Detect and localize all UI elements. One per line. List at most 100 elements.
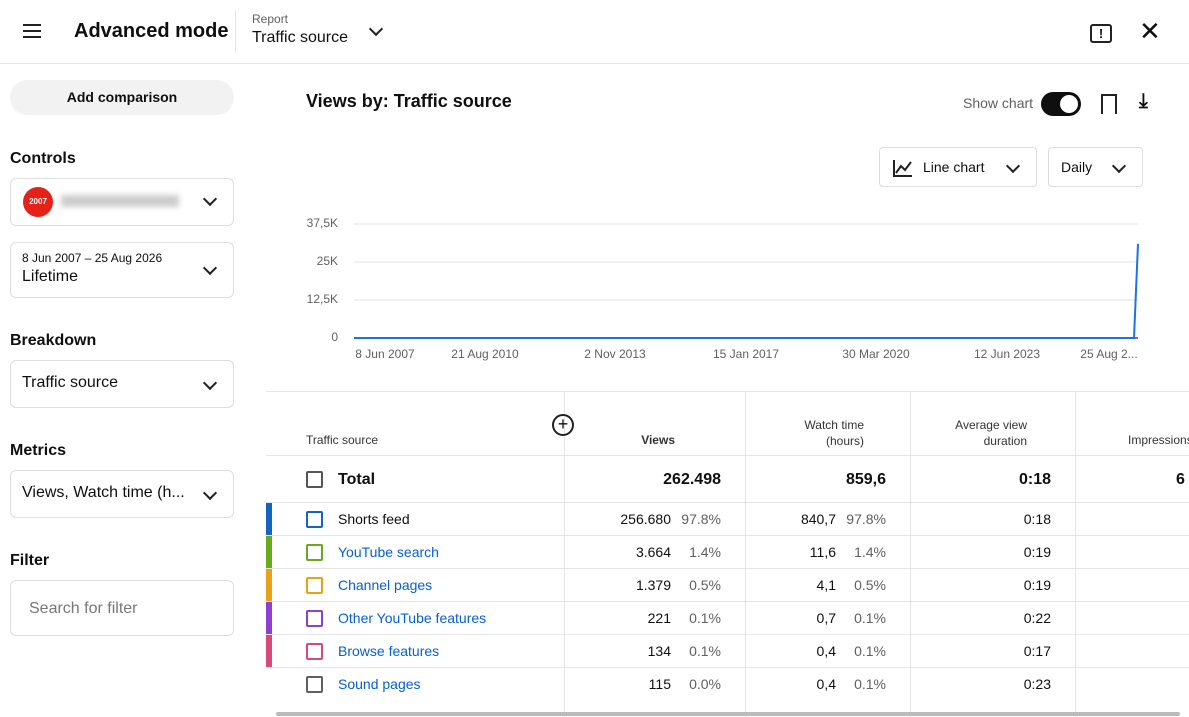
line-chart-icon [893,160,912,177]
date-range: 8 Jun 2007 – 25 Aug 2026 [22,251,163,265]
close-button[interactable]: ✕ [1139,16,1161,46]
x-tick-label: 25 Aug 2... [1080,347,1137,361]
column-header[interactable]: Watch time (hours) [804,418,864,448]
views-percent: 0.0% [689,676,721,692]
date-select[interactable]: 8 Jun 2007 – 25 Aug 2026 Lifetime [10,242,234,298]
header-border [0,63,1189,64]
column-header[interactable]: Impressions [1128,433,1189,447]
views: 3.664 [635,544,671,560]
total-watch-time: 859,6 [845,471,886,488]
row-border [266,502,1189,503]
column-header[interactable]: Average view duration [955,418,1027,448]
watch-percent: 0.5% [854,577,886,593]
row-color-bar [266,635,272,667]
source-name: Shorts feed [338,511,410,527]
metrics-label: Metrics [10,442,67,459]
views: 256.680 [620,511,671,527]
y-tick-label: 12,5K [307,292,338,306]
data-table: + Traffic source Views Watch time (hours) Av… [266,391,1189,717]
breakdown-label: Breakdown [10,332,97,349]
avg-duration: 0:19 [1023,577,1051,593]
add-column-button[interactable]: + [552,414,574,436]
add-comparison-button[interactable]: Add comparison [10,80,234,115]
watch-time: 11,6 [809,544,836,560]
avg-duration: 0:19 [1023,544,1051,560]
watch-time: 0,7 [816,610,836,626]
scrollbar[interactable] [276,712,1180,716]
interval-select[interactable]: Daily [1048,147,1143,187]
interval: Daily [1061,159,1093,175]
checkbox[interactable] [306,511,323,528]
source-name[interactable]: Sound pages [338,676,421,692]
column-divider [745,392,746,717]
views-percent: 1.4% [689,544,721,560]
source-name[interactable]: Browse features [338,643,440,659]
download-button[interactable]: ⤓ [1139,90,1148,112]
checkbox[interactable] [306,544,323,561]
report-label: Report [252,12,289,26]
app-title: Advanced mode [74,20,229,42]
filter-label: Filter [10,552,50,569]
save-button[interactable] [1101,94,1117,114]
feedback-button[interactable]: ! [1090,24,1112,43]
show-chart-toggle[interactable] [1041,92,1081,116]
row-border [266,535,1189,536]
series-line [354,243,1139,339]
channel-logo: 2007 [23,187,53,217]
total-avg-duration: 0:18 [1018,471,1051,488]
filter-input[interactable]: Search for filter [10,580,234,636]
channel-select[interactable]: 2007 [10,178,234,226]
divider [235,10,236,52]
views: 115 [648,676,671,692]
views-percent: 97.8% [681,511,721,527]
row-border [266,667,1189,668]
watch-time: 0,4 [816,676,836,692]
views-percent: 0.5% [689,577,721,593]
row-border [266,634,1189,635]
line-chart: 0 12,5K 25K 37,5K 8 Jun 2007 21 Aug 2010 2 Nov… [307,216,1139,361]
avg-duration: 0:17 [1023,643,1051,659]
source-name[interactable]: Channel pages [338,577,433,593]
watch-time: 0,4 [816,643,836,659]
row-color-bar [266,536,272,568]
y-tick-label: 0 [331,330,338,344]
views: 1.379 [635,577,671,593]
row-border [266,601,1189,602]
checkbox[interactable] [306,610,323,627]
x-tick-label: 30 Mar 2020 [842,347,910,361]
checkbox[interactable] [306,676,323,693]
y-tick-label: 37,5K [307,216,338,230]
x-tick-label: 15 Jan 2017 [713,347,779,361]
breakdown-select[interactable]: Traffic source [10,360,234,408]
y-tick-label: 25K [317,254,338,268]
checkbox[interactable] [306,577,323,594]
avg-duration: 0:23 [1023,676,1051,692]
report-dropdown[interactable] [368,21,384,37]
x-tick-label: 8 Jun 2007 [355,347,415,361]
views: 134 [647,643,671,659]
watch-percent: 1.4% [854,544,886,560]
column-divider [564,392,565,717]
checkbox[interactable] [306,471,323,488]
watch-percent: 0.1% [854,610,886,626]
views: 221 [647,610,671,626]
x-tick-label: 2 Nov 2013 [584,347,646,361]
views-percent: 0.1% [689,643,721,659]
period: Lifetime [22,268,79,285]
report-value[interactable]: Traffic source [252,29,349,46]
checkbox[interactable] [306,643,323,660]
menu-button[interactable] [23,24,41,38]
column-header[interactable]: Views [641,433,675,447]
total-views: 262.498 [663,471,721,488]
source-name[interactable]: YouTube search [338,544,439,560]
row-border [266,568,1189,569]
watch-time: 840,7 [800,511,836,527]
watch-percent: 97.8% [846,511,886,527]
metrics-select[interactable]: Views, Watch time (h... [10,470,234,518]
row-border [266,455,1189,456]
column-header[interactable]: Traffic source [306,433,379,447]
chart-type-select[interactable]: Line chart [879,147,1037,187]
source-name[interactable]: Other YouTube features [338,610,487,626]
watch-percent: 0.1% [854,643,886,659]
total-impressions: 6 [1176,471,1185,488]
